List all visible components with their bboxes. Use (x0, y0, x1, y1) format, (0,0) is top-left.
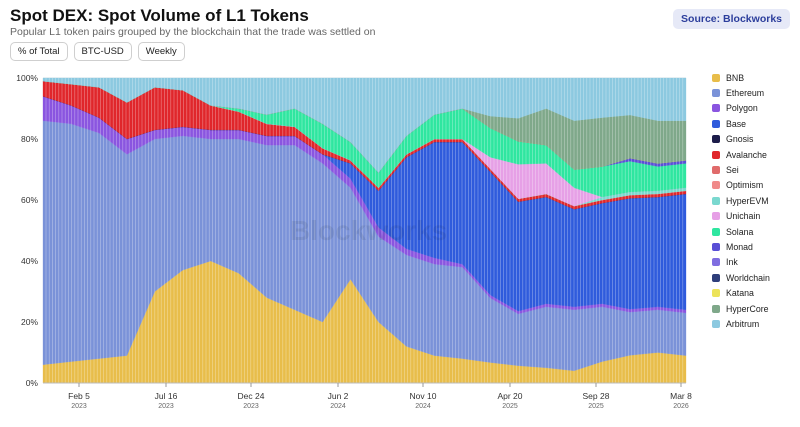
bar-texture (45, 78, 684, 383)
legend-swatch (712, 181, 720, 190)
legend-item-hyperevm[interactable]: HyperEVM (712, 193, 796, 208)
legend-swatch (712, 227, 720, 236)
legend-label: Solana (726, 226, 754, 237)
legend-label: Monad (726, 241, 753, 252)
watermark: Blockworks (290, 215, 447, 246)
legend-item-ethereum[interactable]: Ethereum (712, 85, 796, 100)
x-tick-label: Dec 24 (238, 391, 265, 401)
legend-label: HyperCore (726, 303, 769, 314)
x-tick-year: 2026 (673, 403, 689, 410)
x-tick-label: Jun 2 (328, 391, 349, 401)
legend-label: Optimism (726, 180, 764, 191)
x-tick-label: Nov 10 (410, 391, 437, 401)
legend-swatch (712, 319, 720, 328)
x-tick-year: 2025 (588, 403, 604, 410)
legend-item-worldchain[interactable]: Worldchain (712, 270, 796, 285)
legend-item-polygon[interactable]: Polygon (712, 101, 796, 116)
x-tick-year: 2023 (71, 403, 87, 410)
legend-swatch (712, 150, 720, 159)
chart-title: Spot DEX: Spot Volume of L1 Tokens (10, 6, 309, 25)
y-tick-label: 0% (26, 378, 39, 388)
legend-swatch (712, 289, 720, 298)
legend-item-optimism[interactable]: Optimism (712, 178, 796, 193)
source-badge[interactable]: Source: Blockworks (673, 9, 790, 29)
legend-swatch (712, 242, 720, 251)
legend-label: Arbitrum (726, 318, 760, 329)
y-tick-label: 20% (21, 317, 38, 327)
legend-label: HyperEVM (726, 195, 769, 206)
legend-swatch (712, 304, 720, 313)
x-tick-label: Sep 28 (583, 391, 610, 401)
legend-swatch (712, 258, 720, 267)
legend-swatch (712, 73, 720, 82)
chart-controls: % of Total BTC-USD Weekly (10, 42, 185, 61)
x-tick-label: Apr 20 (497, 391, 522, 401)
legend-item-ink[interactable]: Ink (712, 255, 796, 270)
legend-swatch (712, 273, 720, 282)
legend-item-arbitrum[interactable]: Arbitrum (712, 316, 796, 331)
legend-swatch (712, 196, 720, 205)
weekly-button[interactable]: Weekly (137, 42, 185, 61)
x-tick-label: Feb 5 (68, 391, 90, 401)
legend-swatch (712, 166, 720, 175)
x-tick-label: Mar 8 (670, 391, 692, 401)
axis-layer: 0% 20% 40% 60% 80% 100% Feb 5 2023 Jul 16 2023 Dec… (16, 73, 692, 410)
legend-label: Avalanche (726, 149, 767, 160)
legend-item-sei[interactable]: Sei (712, 162, 796, 177)
legend-item-avalanche[interactable]: Avalanche (712, 147, 796, 162)
legend-swatch (712, 89, 720, 98)
series-area-arbitrum (42, 77, 687, 173)
legend-item-base[interactable]: Base (712, 116, 796, 131)
x-tick-year: 2023 (243, 403, 259, 410)
legend-label: Ethereum (726, 88, 765, 99)
legend-swatch (712, 119, 720, 128)
area-layer (42, 77, 687, 384)
legend-label: Polygon (726, 103, 758, 114)
legend-label: Sei (726, 165, 739, 176)
legend-label: Unichain (726, 211, 761, 222)
legend-item-katana[interactable]: Katana (712, 285, 796, 300)
legend-label: Worldchain (726, 272, 770, 283)
x-tick-year: 2024 (330, 403, 346, 410)
btc-usd-button[interactable]: BTC-USD (73, 42, 132, 61)
legend-swatch (712, 104, 720, 113)
x-tick-year: 2025 (502, 403, 518, 410)
legend-item-solana[interactable]: Solana (712, 224, 796, 239)
legend-item-unichain[interactable]: Unichain (712, 209, 796, 224)
x-tick-year: 2023 (158, 403, 174, 410)
legend-item-bnb[interactable]: BNB (712, 70, 796, 85)
legend-label: Ink (726, 257, 738, 268)
legend-label: Gnosis (726, 134, 754, 145)
chart-subtitle: Popular L1 token pairs grouped by the bl… (10, 26, 376, 38)
y-tick-label: 100% (16, 73, 38, 83)
legend-item-gnosis[interactable]: Gnosis (712, 132, 796, 147)
legend-label: Katana (726, 288, 754, 299)
legend-swatch (712, 212, 720, 221)
percent-of-total-button[interactable]: % of Total (10, 42, 68, 61)
x-tick-label: Jul 16 (155, 391, 178, 401)
legend-item-monad[interactable]: Monad (712, 239, 796, 254)
y-tick-label: 40% (21, 256, 38, 266)
y-tick-label: 60% (21, 195, 38, 205)
y-tick-label: 80% (21, 134, 38, 144)
legend-swatch (712, 135, 720, 144)
x-tick-year: 2024 (415, 403, 431, 410)
legend: BNB Ethereum Polygon Base Gnosis Avalanche Sei… (712, 70, 796, 332)
legend-item-hypercore[interactable]: HyperCore (712, 301, 796, 316)
legend-label: BNB (726, 72, 745, 83)
legend-label: Base (726, 118, 747, 129)
